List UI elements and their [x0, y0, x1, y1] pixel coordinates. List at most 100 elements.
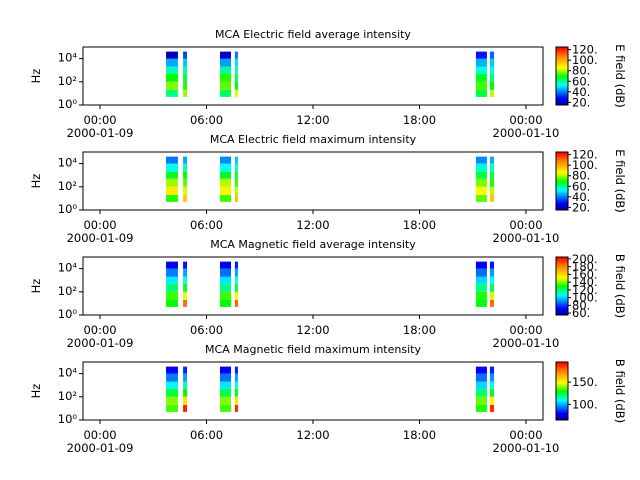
colorbar-tick-label: 100.	[572, 291, 598, 305]
spectrogram-cell	[489, 261, 495, 269]
colorbar-tick-label: 80.	[572, 169, 590, 183]
spectrogram-cell	[166, 261, 178, 269]
colorbar-swatch	[556, 389, 568, 392]
spectrogram-cell	[220, 404, 232, 412]
colorbar-tick-label: 20.	[572, 95, 590, 109]
colorbar-swatch	[556, 65, 568, 68]
spectrogram-cell	[220, 163, 232, 172]
colorbar-swatch	[556, 166, 568, 169]
spectrogram-cell	[234, 186, 238, 195]
panel-title: MCA Electric field average intensity	[215, 28, 411, 41]
spectrogram-cell	[166, 81, 178, 90]
spectrogram-cell	[234, 66, 238, 74]
spectrogram-cell	[220, 194, 232, 202]
colorbar-swatch	[556, 204, 568, 207]
y-axis-label: Hz	[29, 279, 43, 294]
colorbar-tick-label: 40.	[572, 190, 590, 204]
x-tick-label: 00:00	[509, 113, 542, 127]
spectrogram-cell	[183, 396, 187, 405]
spectrogram-cell	[489, 163, 495, 172]
colorbar-swatch	[556, 64, 568, 67]
spectrogram-cell	[220, 396, 232, 405]
colorbar-tick-label: 80.	[572, 64, 590, 78]
spectrogram-cell	[183, 186, 187, 195]
colorbar-swatch	[556, 201, 568, 204]
y-axis-label: Hz	[29, 69, 43, 84]
colorbar-swatch	[556, 90, 568, 93]
spectrogram-cell	[475, 178, 487, 187]
spectrogram-cell	[166, 283, 178, 292]
colorbar-swatch	[556, 153, 568, 156]
spectrogram-cell	[475, 381, 487, 389]
spectrogram-cell	[183, 291, 187, 300]
colorbar-tick-label: 120.	[572, 283, 598, 297]
spectrogram-cell	[475, 66, 487, 74]
colorbar-swatch	[556, 73, 568, 76]
spectrogram-cell	[234, 299, 238, 307]
colorbar-swatch	[556, 286, 568, 288]
spectrogram-cell	[234, 268, 238, 277]
spectrogram-cell	[489, 366, 495, 374]
colorbar-swatch	[556, 372, 568, 375]
y-tick-label: 10⁴	[58, 156, 78, 170]
spectrogram-cell	[220, 58, 232, 67]
colorbar-swatch	[556, 362, 568, 364]
colorbar-swatch	[556, 312, 568, 315]
spectrogram-cell	[166, 178, 178, 187]
spectrogram-cell	[166, 73, 178, 82]
colorbar-swatch	[556, 57, 568, 60]
colorbar-swatch	[556, 370, 568, 373]
spectrogram-cell	[220, 178, 232, 187]
spectrogram-cell	[220, 171, 232, 179]
x-tick-label: 06:00	[190, 113, 223, 127]
colorbar-swatch	[556, 284, 568, 287]
colorbar-swatch	[556, 277, 568, 280]
colorbar-swatch	[556, 375, 568, 377]
x-tick-label: 18:00	[403, 113, 436, 127]
spectrogram-cell	[166, 388, 178, 397]
colorbar-tick-label: 120.	[572, 43, 598, 57]
colorbar-tick-label: 100.	[572, 53, 598, 67]
colorbar-tick-label: 160.	[572, 267, 598, 281]
colorbar-swatch	[556, 404, 568, 406]
colorbar-swatch	[556, 376, 568, 379]
x-tick-label: 18:00	[403, 323, 436, 337]
spectrogram-cell	[475, 276, 487, 284]
spectrogram-cell	[475, 163, 487, 172]
spectrogram-cell	[234, 178, 238, 187]
spectrogram-cell	[166, 51, 178, 59]
colorbar-swatch	[556, 272, 568, 275]
panel-title: MCA Magnetic field average intensity	[210, 238, 416, 251]
colorbar-swatch	[556, 391, 568, 393]
colorbar-swatch	[556, 300, 568, 303]
colorbar-swatch	[556, 409, 568, 412]
x-date-label: 2000-01-09	[67, 336, 134, 350]
spectrogram-cell	[475, 58, 487, 67]
y-tick-label: 10²	[58, 284, 77, 298]
x-date-label: 2000-01-09	[67, 231, 134, 245]
spectrogram-cell	[234, 89, 238, 97]
colorbar-swatch	[556, 264, 568, 267]
spectrogram-cell	[234, 381, 238, 389]
spectrogram-cell	[489, 51, 495, 59]
colorbar-swatch	[556, 178, 568, 181]
spectrogram-cell	[234, 171, 238, 179]
y-tick-label: 10²	[58, 74, 77, 88]
spectrogram-cell	[489, 178, 495, 187]
colorbar-swatch	[556, 198, 568, 201]
colorbar-swatch	[556, 71, 568, 74]
colorbar-swatch	[556, 202, 568, 205]
spectrogram-cell	[183, 276, 187, 284]
y-tick-label: 10⁰	[58, 412, 78, 426]
spectrogram-cell	[475, 89, 487, 97]
colorbar-swatch	[556, 373, 568, 376]
spectrogram-cell	[234, 366, 238, 374]
colorbar-swatch	[556, 78, 568, 81]
spectrogram-cell	[489, 89, 495, 97]
colorbar-swatch	[556, 100, 568, 103]
colorbar-swatch	[556, 157, 568, 160]
spectrogram-cell	[234, 73, 238, 82]
colorbar-swatch	[556, 398, 568, 401]
x-tick-label: 12:00	[296, 113, 329, 127]
spectrogram-cell	[183, 178, 187, 187]
